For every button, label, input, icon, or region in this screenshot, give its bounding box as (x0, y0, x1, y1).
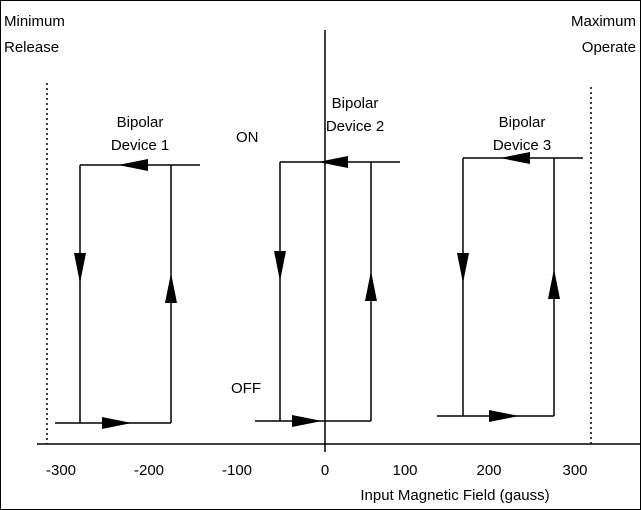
device-1-arrowheads (74, 159, 177, 429)
arrow-up-icon (365, 271, 377, 301)
device-1-label-line1: Bipolar (117, 114, 164, 131)
arrow-down-icon (457, 253, 469, 283)
maximum-label-line1: Maximum (571, 13, 636, 30)
device-3-label-line2: Device 3 (493, 137, 551, 154)
off-label: OFF (231, 380, 261, 397)
x-axis-title: Input Magnetic Field (gauss) (360, 487, 549, 504)
maximum-label-line2: Operate (582, 39, 636, 56)
x-tick-label: 200 (476, 462, 501, 479)
arrow-up-icon (165, 273, 177, 303)
arrow-right-icon (489, 410, 519, 422)
arrow-down-icon (74, 253, 86, 283)
device-3-hysteresis-loop (437, 157, 583, 417)
on-label: ON (236, 129, 259, 146)
device-1-hysteresis-loop (55, 164, 200, 424)
arrow-right-icon (102, 417, 132, 429)
x-tick-label: -200 (134, 462, 164, 479)
device-2-hysteresis-loop (255, 161, 400, 422)
device-3-arrowheads (457, 152, 560, 422)
arrow-left-icon (318, 156, 348, 168)
device-2-label-line1: Bipolar (332, 95, 379, 112)
arrow-left-icon (118, 159, 148, 171)
arrow-down-icon (274, 251, 286, 281)
device-1-label-line2: Device 1 (111, 137, 169, 154)
arrow-left-icon (500, 152, 530, 164)
x-tick-label: 300 (562, 462, 587, 479)
minimum-label-line1: Minimum (4, 13, 65, 30)
arrow-right-icon (292, 415, 322, 427)
x-tick-label: -100 (222, 462, 252, 479)
x-tick-label: 0 (321, 462, 329, 479)
x-tick-label: 100 (392, 462, 417, 479)
device-3-label-line1: Bipolar (499, 114, 546, 131)
device-2-label-line2: Device 2 (326, 118, 384, 135)
x-tick-label: -300 (46, 462, 76, 479)
minimum-label-line2: Release (4, 39, 59, 56)
arrow-up-icon (548, 269, 560, 299)
device-2-arrowheads (274, 156, 377, 427)
